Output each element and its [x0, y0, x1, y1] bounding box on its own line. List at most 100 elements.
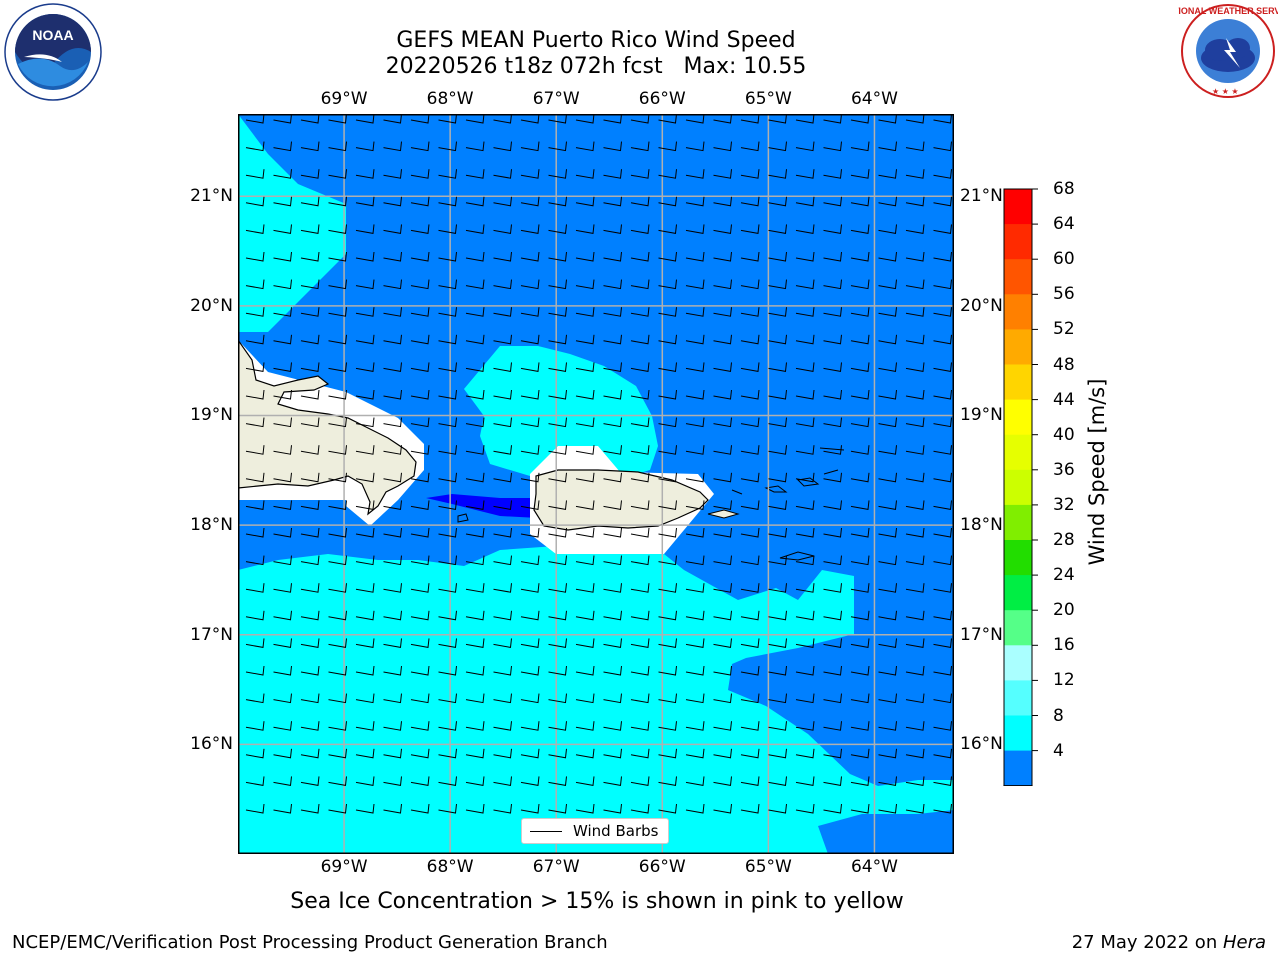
wind-barb: [548, 417, 567, 428]
wind-barb: [328, 251, 347, 262]
wind-barb: [273, 721, 292, 731]
wind-barb: [438, 224, 457, 234]
wind-barb: [713, 334, 732, 345]
wind-barb: [300, 251, 320, 262]
wind-barb: [273, 417, 292, 428]
date-text: 27 May 2022 on: [1071, 932, 1223, 953]
wind-barb: [410, 279, 430, 290]
wind-barb: [383, 196, 402, 207]
wind-barb: [603, 362, 622, 372]
wind-barb: [465, 803, 485, 814]
wind-barb: [850, 307, 870, 317]
wind-barb: [300, 776, 320, 786]
wind-barb: [740, 665, 760, 676]
wind-barb: [850, 610, 870, 621]
wind-barb: [630, 776, 650, 786]
wind-barb: [273, 583, 292, 593]
colorbar-segment: [1004, 610, 1032, 646]
wind-barb: [493, 362, 512, 372]
wind-barb: [658, 307, 677, 317]
wind-barb: [933, 721, 952, 731]
wind-barb: [300, 721, 320, 731]
wind-barb: [355, 141, 375, 152]
wind-barb: [300, 279, 320, 290]
wind-barb: [795, 251, 815, 262]
wind-barb: [548, 638, 567, 648]
wind-barb: [823, 748, 842, 759]
lon-tick-bottom: 69°W: [320, 857, 368, 877]
colorbar-tick-label: 20: [1053, 600, 1075, 621]
wind-barb: [493, 638, 512, 648]
wind-barb: [328, 638, 347, 648]
wind-barb: [603, 610, 622, 621]
wind-barb: [603, 307, 622, 317]
wind-barb: [713, 500, 732, 510]
wind-barb: [933, 803, 952, 814]
lon-tick-top: 69°W: [320, 89, 368, 109]
colorbar-tick-label: 56: [1053, 284, 1075, 305]
wind-barb: [465, 334, 485, 345]
lat-tick-left: 17°N: [190, 624, 233, 645]
wind-barb: [768, 583, 787, 593]
wind-barb: [933, 693, 952, 704]
wind-barb: [850, 224, 870, 234]
wind-barb: [823, 169, 842, 179]
wind-barb: [300, 583, 320, 593]
wind-barb: [575, 527, 595, 538]
wind-barb: [658, 748, 677, 759]
wind-barb: [823, 665, 842, 676]
wind-barb: [630, 251, 650, 262]
wind-barb: [630, 279, 650, 290]
wind-barb: [465, 445, 485, 455]
wind-barb: [878, 748, 897, 759]
wind-barb: [933, 555, 952, 566]
wind-barb: [713, 527, 732, 538]
wind-barb: [658, 362, 677, 372]
colorbar-segment: [1004, 680, 1032, 716]
wind-barb: [933, 527, 952, 538]
colorbar-tick-label: 64: [1053, 214, 1075, 235]
wind-barb: [273, 500, 292, 510]
wind-barb: [328, 527, 347, 538]
wind-barb: [905, 583, 925, 593]
lat-tick-right: 19°N: [960, 405, 1003, 426]
wind-barb: [795, 307, 815, 317]
wind-barb: [740, 638, 760, 648]
wind-barb: [658, 583, 677, 593]
wind-barb: [658, 472, 677, 483]
wind-barb: [355, 307, 375, 317]
colorbar-tick-label: 24: [1053, 565, 1075, 586]
wind-barb: [685, 748, 705, 759]
wind-barb: [548, 665, 567, 676]
colorbar-segment: [1004, 329, 1032, 365]
wind-barb: [355, 638, 375, 648]
wind-barb: [603, 583, 622, 593]
wind-barb: [300, 693, 320, 704]
legend-line: [530, 831, 562, 832]
wind-barb: [878, 196, 897, 207]
wind-barb: [355, 169, 375, 179]
wind-barb: [933, 748, 952, 759]
wind-barb: [795, 114, 815, 124]
wind-barb: [410, 583, 430, 593]
wind-barb: [273, 638, 292, 648]
wind-barb: [740, 803, 760, 814]
wind-barb: [575, 114, 595, 124]
wind-barb: [878, 721, 897, 731]
wind-barb: [383, 169, 402, 179]
wind-barb: [878, 776, 897, 786]
wind-barb: [245, 638, 265, 648]
wind-barb: [603, 251, 622, 262]
wind-barb: [438, 445, 457, 455]
wind-barb: [823, 114, 842, 124]
wind-barb: [658, 693, 677, 704]
wind-barb: [328, 693, 347, 704]
wind-barb: [493, 279, 512, 290]
wind-barb: [438, 665, 457, 676]
colorbar-tick-label: 32: [1053, 494, 1075, 515]
wind-barb: [328, 748, 347, 759]
wind-barb: [603, 638, 622, 648]
wind-barb: [878, 638, 897, 648]
wind-barb: [493, 583, 512, 593]
wind-barb: [933, 307, 952, 317]
